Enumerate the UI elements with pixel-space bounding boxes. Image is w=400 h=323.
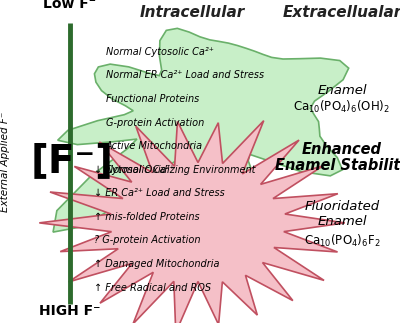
Text: ↑ Free Radical and ROS: ↑ Free Radical and ROS xyxy=(94,283,211,293)
Polygon shape xyxy=(39,121,345,323)
Text: Low F⁻: Low F⁻ xyxy=(44,0,96,11)
Text: G-protein Activation: G-protein Activation xyxy=(106,118,204,128)
Text: Extracellualar: Extracellualar xyxy=(282,5,400,20)
Text: ↑ Damaged Mitochondria: ↑ Damaged Mitochondria xyxy=(94,259,220,269)
Polygon shape xyxy=(53,28,349,232)
Text: ↓ ER Ca²⁺ Load and Stress: ↓ ER Ca²⁺ Load and Stress xyxy=(94,188,225,198)
Text: Functional Proteins: Functional Proteins xyxy=(106,94,199,104)
Text: Ca$_{10}$(PO$_4$)$_6$(OH)$_2$: Ca$_{10}$(PO$_4$)$_6$(OH)$_2$ xyxy=(294,99,390,115)
Text: ? G-protein Activation: ? G-protein Activation xyxy=(94,235,200,245)
Text: ↓ Cytosolic Ca²⁺: ↓ Cytosolic Ca²⁺ xyxy=(94,165,174,175)
Text: Enamel: Enamel xyxy=(317,215,367,228)
Text: Enhanced: Enhanced xyxy=(302,142,382,157)
Text: [F⁻]: [F⁻] xyxy=(30,142,114,181)
Text: Enamel Stability: Enamel Stability xyxy=(274,158,400,173)
Text: Enamel: Enamel xyxy=(317,84,367,97)
Text: Normal ER Ca²⁺ Load and Stress: Normal ER Ca²⁺ Load and Stress xyxy=(106,70,264,80)
Text: Normal Oxidizing Environment: Normal Oxidizing Environment xyxy=(106,165,256,175)
Text: ↑ mis-folded Proteins: ↑ mis-folded Proteins xyxy=(94,212,200,222)
Text: HIGH F⁻: HIGH F⁻ xyxy=(39,304,101,318)
Text: External Applied F⁻: External Applied F⁻ xyxy=(0,111,10,212)
Text: Active Mitochondria: Active Mitochondria xyxy=(106,141,203,151)
Text: Normal Cytosolic Ca²⁺: Normal Cytosolic Ca²⁺ xyxy=(106,47,214,57)
Text: Intracellular: Intracellular xyxy=(139,5,245,20)
Text: Ca$_{10}$(PO$_4$)$_6$F$_2$: Ca$_{10}$(PO$_4$)$_6$F$_2$ xyxy=(304,233,380,249)
Text: Fluoridated: Fluoridated xyxy=(304,200,380,213)
